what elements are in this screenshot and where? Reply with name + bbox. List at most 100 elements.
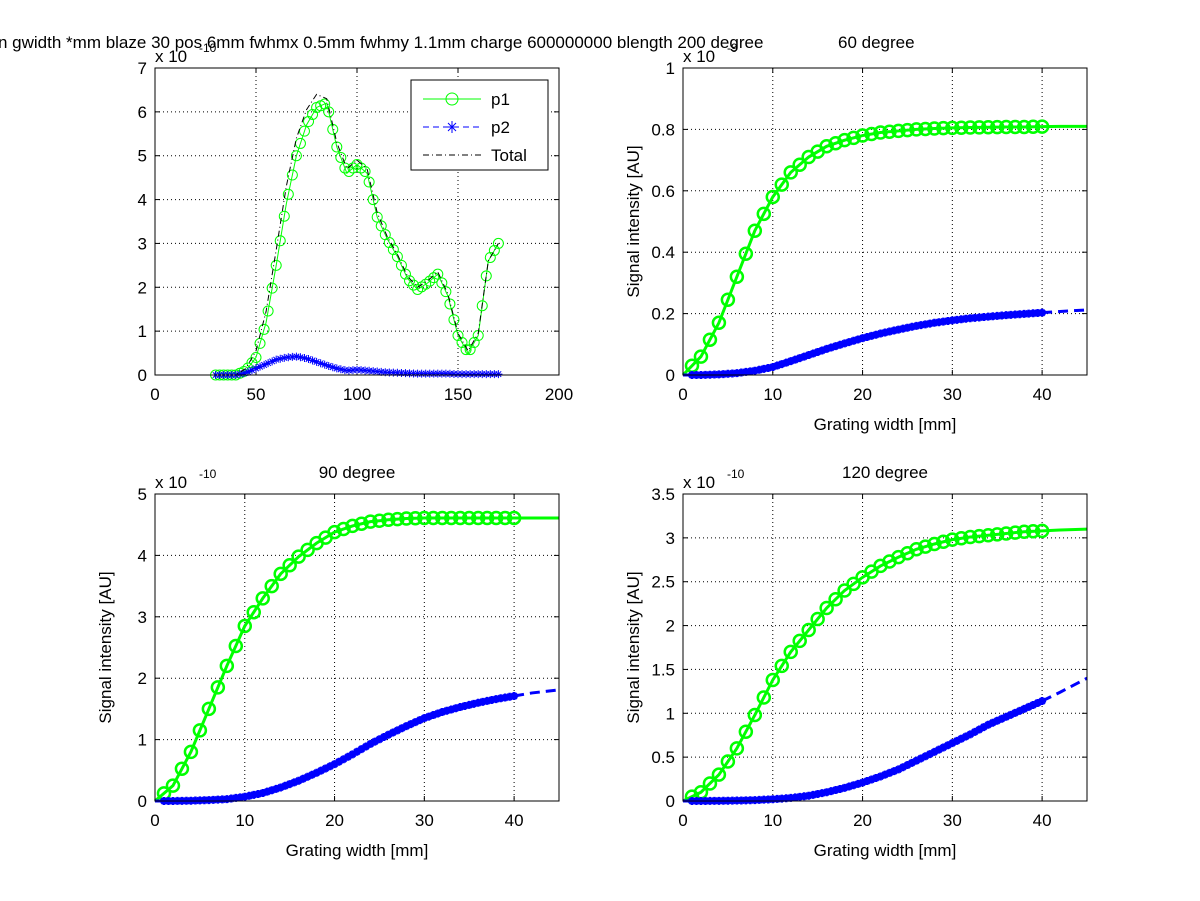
- data-point: [432, 268, 444, 280]
- x-tick-label: 200: [545, 385, 573, 404]
- data-point: [227, 794, 236, 803]
- data-point: [916, 321, 925, 330]
- data-point: [822, 788, 831, 797]
- data-point: [943, 741, 952, 750]
- data-point: [438, 707, 447, 716]
- data-point: [759, 364, 768, 373]
- y-tick-label: 3: [138, 608, 147, 627]
- data-point: [486, 370, 495, 379]
- data-point: [426, 510, 441, 526]
- data-point: [478, 370, 487, 379]
- data-point: [930, 747, 939, 756]
- data-point: [934, 318, 943, 327]
- data-point: [1011, 708, 1020, 717]
- data-point: [433, 369, 442, 378]
- data-point: [444, 298, 456, 310]
- data-point: [984, 720, 993, 729]
- data-point: [750, 366, 759, 375]
- data-point: [755, 795, 764, 804]
- data-point: [375, 735, 384, 744]
- data-point: [348, 366, 357, 375]
- data-point: [267, 786, 276, 795]
- data-point: [885, 327, 894, 336]
- y-tick-label: 2.5: [651, 573, 675, 592]
- y-tick-label: 6: [138, 103, 147, 122]
- y-tick-label: 5: [138, 485, 147, 504]
- data-point: [447, 705, 456, 714]
- data-point: [420, 278, 432, 290]
- data-point: [385, 368, 394, 377]
- y-tick-label: 2: [666, 617, 675, 636]
- data-point: [200, 796, 209, 805]
- data-point: [1002, 311, 1011, 320]
- x-axis-label: Grating width [mm]: [286, 841, 429, 860]
- data-point: [451, 704, 460, 713]
- data-point: [353, 747, 361, 756]
- data-point: [1025, 524, 1041, 539]
- data-point: [783, 644, 798, 660]
- data-point: [264, 359, 273, 368]
- data-point: [452, 510, 468, 526]
- data-point: [235, 370, 244, 379]
- data-point: [474, 370, 483, 379]
- data-point: [405, 369, 414, 378]
- chart-title: 120 degree: [842, 463, 928, 482]
- data-point: [925, 750, 934, 759]
- x-tick-label: 100: [343, 385, 371, 404]
- data-point: [846, 130, 861, 146]
- data-point: [323, 106, 335, 118]
- axes-frame: [154, 493, 560, 802]
- axis-exponent-power: -10: [727, 467, 745, 481]
- y-tick-label: 1: [138, 731, 147, 750]
- data-point: [918, 121, 933, 137]
- data-point: [909, 542, 924, 557]
- data-point: [391, 251, 403, 263]
- data-point: [792, 157, 807, 172]
- data-point: [728, 369, 737, 378]
- data-point: [863, 333, 872, 342]
- data-point: [849, 336, 858, 345]
- data-point: [210, 680, 226, 695]
- data-point: [1015, 310, 1024, 319]
- series-tail-2: [1041, 676, 1088, 703]
- data-point: [290, 778, 299, 787]
- data-point: [764, 795, 773, 804]
- data-point: [921, 320, 930, 329]
- data-point: [505, 692, 514, 701]
- data-point: [1024, 309, 1033, 318]
- axis-exponent-power: -10: [199, 467, 217, 481]
- data-point: [255, 591, 270, 606]
- chart-3: 0 10 20 30 40 0 1 2 3 4 5 x 10 -10 90 degree Grating w…: [96, 463, 560, 860]
- data-point: [222, 795, 231, 804]
- data-point: [363, 176, 375, 188]
- data-point: [460, 701, 469, 710]
- data-point: [470, 370, 479, 379]
- data-point: [441, 369, 450, 378]
- data-point: [912, 756, 921, 765]
- data-point: [506, 510, 522, 526]
- data-point: [1029, 700, 1038, 709]
- data-point: [236, 793, 245, 802]
- data-point: [299, 774, 308, 783]
- data-point: [308, 770, 317, 779]
- data-point: [872, 330, 881, 339]
- data-point: [421, 369, 430, 378]
- data-point: [282, 557, 297, 573]
- data-point: [759, 795, 768, 804]
- data-point: [885, 768, 894, 777]
- data-point: [889, 767, 898, 776]
- data-point: [273, 566, 288, 582]
- data-point: [1007, 525, 1023, 540]
- data-point: [738, 246, 754, 261]
- data-point: [372, 513, 387, 528]
- data-point: [482, 370, 491, 379]
- data-point: [939, 743, 948, 752]
- y-tick-label: 0.6: [651, 182, 675, 201]
- data-point: [989, 527, 1005, 542]
- data-point: [327, 524, 342, 540]
- data-point: [449, 369, 458, 378]
- x-tick-label: 20: [853, 385, 872, 404]
- data-point: [174, 761, 190, 777]
- data-point: [777, 360, 786, 369]
- data-point: [801, 622, 816, 638]
